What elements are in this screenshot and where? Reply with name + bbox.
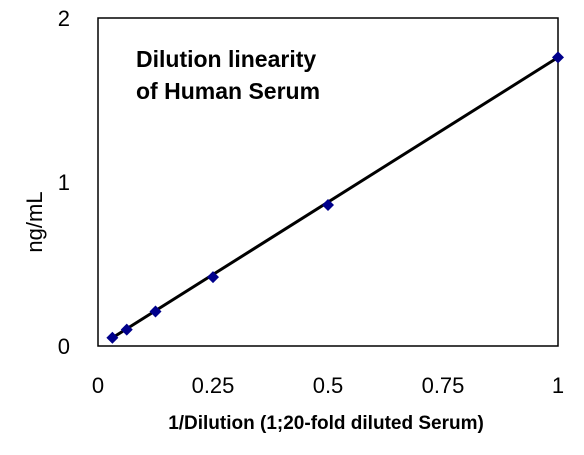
y-tick-label: 0 — [58, 334, 70, 359]
chart-title-line-1: Dilution linearity — [136, 46, 316, 72]
x-tick-label: 0 — [92, 373, 104, 398]
x-tick-label: 0.25 — [192, 373, 235, 398]
y-tick-labels: 0 1 2 — [58, 6, 70, 359]
y-tick-label: 1 — [58, 170, 70, 195]
x-tick-label: 1 — [552, 373, 564, 398]
y-tick-label: 2 — [58, 6, 70, 31]
x-axis-title: 1/Dilution (1;20-fold diluted Serum) — [168, 413, 484, 434]
x-tick-label: 0.75 — [422, 373, 465, 398]
y-axis-title: ng/mL — [22, 191, 47, 252]
x-tick-label: 0.5 — [313, 373, 344, 398]
chart-title-line-2: of Human Serum — [136, 78, 320, 104]
x-tick-labels: 0 0.25 0.5 0.75 1 — [92, 373, 564, 398]
